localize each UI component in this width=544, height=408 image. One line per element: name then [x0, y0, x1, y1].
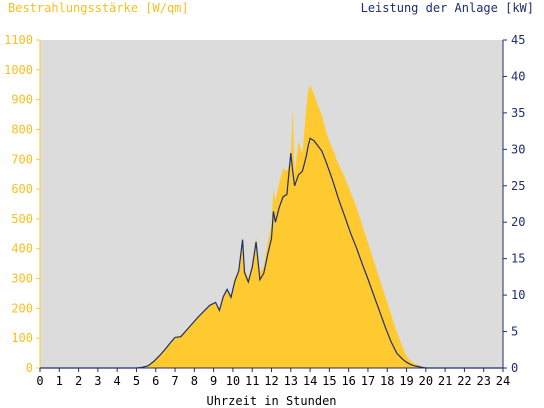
x-tick-label: 12: [264, 374, 278, 388]
axes-layer: 0100200300400500600700800900100011000510…: [4, 33, 525, 388]
left-tick-label: 0: [26, 361, 33, 375]
irradiance-area: [40, 84, 503, 368]
x-tick-label: 15: [322, 374, 336, 388]
right-tick-label: 15: [511, 252, 525, 266]
x-tick-label: 2: [75, 374, 82, 388]
left-tick-label: 400: [11, 242, 33, 256]
right-tick-label: 25: [511, 179, 525, 193]
right-tick-label: 0: [511, 361, 518, 375]
x-tick-label: 6: [152, 374, 159, 388]
x-tick-label: 0: [36, 374, 43, 388]
x-tick-label: 1: [56, 374, 63, 388]
x-tick-label: 19: [399, 374, 413, 388]
x-tick-label: 8: [191, 374, 198, 388]
x-tick-label: 4: [114, 374, 121, 388]
right-axis-title: Leistung der Anlage [kW]: [360, 1, 534, 15]
x-tick-label: 14: [303, 374, 317, 388]
x-tick-label: 22: [457, 374, 471, 388]
left-tick-label: 800: [11, 122, 33, 136]
left-axis-title: Bestrahlungsstärke [W/qm]: [8, 1, 189, 15]
left-tick-label: 700: [11, 152, 33, 166]
left-tick-label: 600: [11, 182, 33, 196]
right-tick-label: 35: [511, 106, 525, 120]
x-tick-label: 21: [438, 374, 452, 388]
x-tick-label: 11: [245, 374, 259, 388]
x-tick-label: 7: [171, 374, 178, 388]
right-tick-label: 20: [511, 215, 525, 229]
x-tick-label: 5: [133, 374, 140, 388]
x-tick-label: 24: [496, 374, 510, 388]
x-tick-label: 17: [361, 374, 375, 388]
x-tick-label: 9: [210, 374, 217, 388]
left-tick-label: 100: [11, 331, 33, 345]
left-tick-label: 200: [11, 301, 33, 315]
right-tick-label: 5: [511, 325, 518, 339]
x-tick-label: 16: [341, 374, 355, 388]
right-tick-label: 30: [511, 142, 525, 156]
left-tick-label: 500: [11, 212, 33, 226]
x-tick-label: 23: [476, 374, 490, 388]
right-tick-label: 45: [511, 33, 525, 47]
x-tick-label: 18: [380, 374, 394, 388]
left-tick-label: 900: [11, 93, 33, 107]
x-tick-label: 13: [284, 374, 298, 388]
x-axis-label: Uhrzeit in Stunden: [206, 394, 336, 408]
x-tick-label: 20: [419, 374, 433, 388]
series-layer: [40, 84, 503, 369]
right-tick-label: 10: [511, 288, 525, 302]
x-tick-label: 10: [226, 374, 240, 388]
left-tick-label: 300: [11, 272, 33, 286]
left-tick-label: 1100: [4, 33, 33, 47]
right-tick-label: 40: [511, 69, 525, 83]
x-tick-label: 3: [94, 374, 101, 388]
left-tick-label: 1000: [4, 63, 33, 77]
power-line: [40, 137, 503, 369]
